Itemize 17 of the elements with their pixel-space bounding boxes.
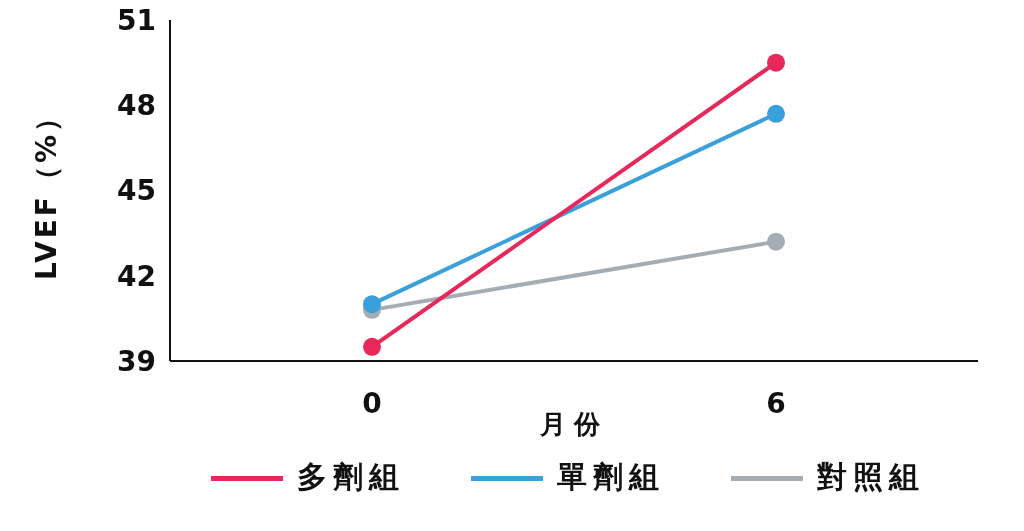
y-tick-label: 51 <box>117 3 156 37</box>
y-axis-title: LVEF（%） <box>29 101 63 280</box>
point <box>767 232 785 251</box>
x-axis-title: 月份 <box>539 409 608 439</box>
legend-label: 多劑組 <box>296 458 405 496</box>
point <box>363 337 381 356</box>
point <box>363 295 381 314</box>
y-tick-label: 39 <box>117 344 156 378</box>
legend-label: 單劑組 <box>556 458 665 496</box>
y-tick-label: 42 <box>117 259 156 293</box>
x-tick-label: 6 <box>766 386 786 420</box>
x-tick-label: 0 <box>362 386 382 420</box>
y-tick-label: 45 <box>117 174 156 208</box>
point <box>767 104 785 123</box>
y-tick-label: 48 <box>117 89 156 123</box>
point <box>767 53 785 72</box>
legend-label: 對照組 <box>816 458 925 496</box>
